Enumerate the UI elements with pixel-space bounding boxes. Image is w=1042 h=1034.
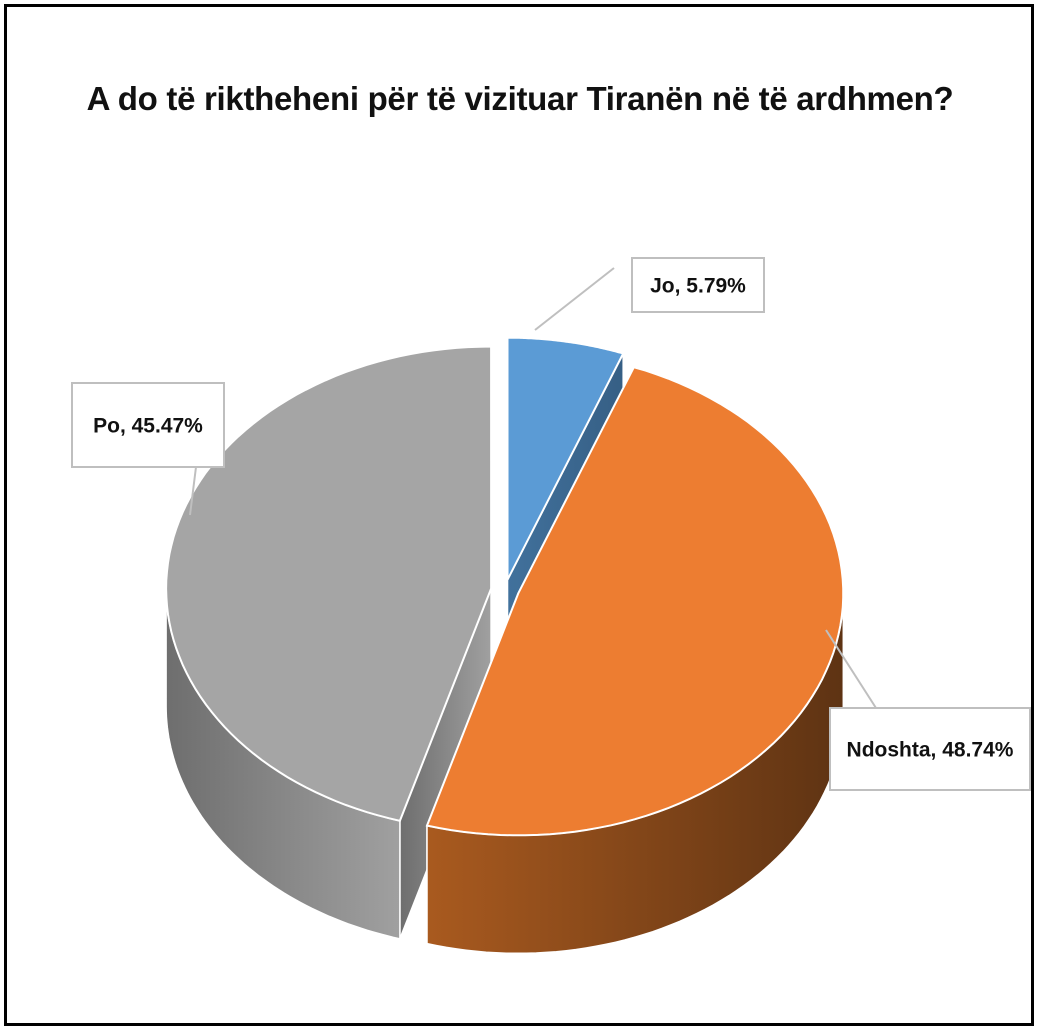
chart-title: A do të riktheheni për të vizituar Tiran… xyxy=(86,80,954,117)
leader-line xyxy=(534,267,615,331)
leader-line xyxy=(825,629,877,709)
leader-line xyxy=(189,466,197,516)
label-box xyxy=(71,382,225,468)
data-label: Po, 45.47% xyxy=(93,415,203,438)
label-box xyxy=(829,707,1031,791)
data-label: Jo, 5.79% xyxy=(650,275,746,298)
slice xyxy=(165,345,493,822)
data-label: Ndoshta, 48.74% xyxy=(847,739,1014,762)
slice xyxy=(425,366,845,837)
slice xyxy=(506,336,625,581)
label-box xyxy=(631,257,765,313)
